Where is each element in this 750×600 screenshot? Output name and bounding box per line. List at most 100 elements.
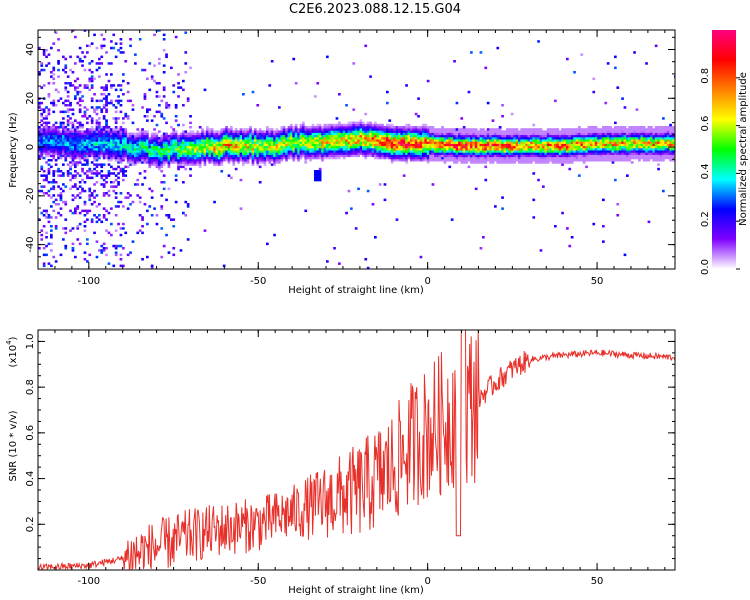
spectrogram-cell: [412, 139, 416, 142]
spectrogram-cell: [184, 161, 188, 164]
spectrogram-cell: [165, 53, 168, 56]
spectrogram-cell: [316, 141, 320, 144]
spectrogram-cell: [112, 189, 116, 193]
spectrogram-cell: [407, 154, 411, 158]
spectrogram-cell: [549, 128, 552, 131]
spectrogram-cell: [623, 128, 627, 131]
spectrogram-cell: [110, 141, 113, 144]
spectrogram-cell: [470, 130, 473, 133]
spectrogram-cell: [170, 134, 173, 138]
spectrogram-cell: [350, 123, 353, 127]
spectrogram-cell: [174, 119, 178, 122]
spectrogram-cell: [333, 123, 336, 127]
spectrogram-cell: [57, 203, 60, 206]
spectrogram-cell: [626, 174, 629, 177]
spectrogram-cell: [515, 141, 519, 144]
spectrogram-cell: [544, 139, 548, 142]
spectrogram-cell: [554, 150, 557, 153]
spectrogram-cell: [160, 170, 164, 173]
spectrogram-cell: [78, 110, 82, 114]
spectrogram-cell: [117, 141, 120, 144]
spectrogram-cell: [215, 150, 219, 153]
spectrogram-cell: [172, 154, 176, 158]
spectrogram-cell: [650, 134, 653, 138]
spectrogram-cell: [74, 148, 77, 151]
spectrogram-cell: [222, 148, 226, 151]
spectrogram-cell: [390, 130, 394, 133]
spectrogram-cell: [290, 123, 293, 127]
spectrogram-cell: [249, 137, 252, 140]
spectrogram-cell: [573, 159, 576, 162]
spectrogram-cell: [501, 134, 504, 138]
spectrogram-cell: [374, 150, 377, 153]
spectrogram-cell: [626, 134, 629, 138]
spectrogram-cell: [611, 161, 615, 164]
spectrogram-cell: [210, 159, 214, 162]
spectrogram-cell: [518, 145, 521, 149]
spectrogram-cell: [599, 145, 603, 149]
spectrogram-cell: [287, 134, 291, 138]
spectrogram-cell: [71, 139, 75, 142]
spectrogram-cell: [270, 150, 274, 153]
spectrogram-cell: [486, 141, 490, 144]
spectrogram-cell: [42, 49, 46, 52]
spectrogram-cell: [484, 152, 488, 155]
spectrogram-cell: [462, 130, 466, 133]
spectrogram-cell: [47, 134, 51, 138]
spectrogram-cell: [602, 156, 605, 160]
spectrogram-cell: [208, 143, 212, 147]
spectrogram-cell: [489, 145, 492, 149]
spectrogram-cell: [376, 139, 380, 142]
spectrogram-cell: [215, 154, 219, 158]
spectrogram-cell: [179, 86, 183, 89]
spectrogram-cell: [186, 143, 190, 147]
spectrogram-cell: [208, 154, 212, 158]
spectrogram-cell: [580, 141, 584, 144]
spectrogram-cell: [227, 150, 231, 153]
spectrogram-cell: [450, 218, 454, 221]
spectrogram-cell: [98, 117, 101, 120]
spectrogram-cell: [575, 148, 579, 151]
spectrogram-cell: [484, 150, 488, 153]
spectrogram-cell: [381, 134, 384, 138]
spectrogram-cell: [273, 161, 276, 164]
spectrogram-cell: [410, 152, 413, 155]
spectrogram-cell: [498, 161, 502, 164]
spectrogram-cell: [417, 97, 420, 100]
spectrogram-cell: [633, 156, 636, 160]
spectrogram-cell: [90, 145, 94, 149]
spectrogram-cell: [119, 141, 123, 144]
spectrogram-cell: [467, 134, 471, 138]
spectrogram-cell: [470, 145, 473, 149]
spectrogram-cell: [527, 154, 531, 158]
spectrogram-cell: [239, 150, 243, 153]
spectrogram-cell: [491, 145, 495, 149]
spectrogram-cell: [266, 134, 269, 138]
spectrogram-cell: [174, 139, 178, 142]
spectrogram-cell: [47, 128, 51, 131]
spectrogram-cell: [316, 137, 320, 140]
spectrogram-cell: [566, 152, 569, 155]
spectrogram-cell: [321, 156, 324, 160]
spectrogram-cell: [515, 156, 519, 160]
spectrogram-cell: [162, 174, 166, 177]
spectrogram-cell: [69, 154, 72, 158]
spectrogram-cell: [494, 154, 497, 158]
spectrogram-cell: [138, 159, 142, 162]
spectrogram-cell: [335, 123, 339, 127]
spectrogram-cell: [182, 139, 185, 142]
spectrogram-cell: [436, 132, 440, 136]
spectrogram-cell: [621, 132, 624, 136]
spectrogram-cell: [489, 161, 492, 164]
spectrogram-cell: [294, 126, 298, 129]
spectrogram-cell: [263, 143, 267, 147]
spectrogram-cell: [122, 148, 125, 151]
spectrogram-cell: [198, 126, 202, 129]
spectrogram-cell: [369, 132, 372, 136]
spectrogram-cell: [621, 130, 624, 133]
spectrogram-cell: [597, 130, 600, 133]
spectrogram-cell: [294, 152, 298, 155]
spectrogram-cell: [234, 128, 238, 131]
spectrogram-cell: [136, 183, 140, 186]
spectrogram-cell: [525, 159, 528, 162]
